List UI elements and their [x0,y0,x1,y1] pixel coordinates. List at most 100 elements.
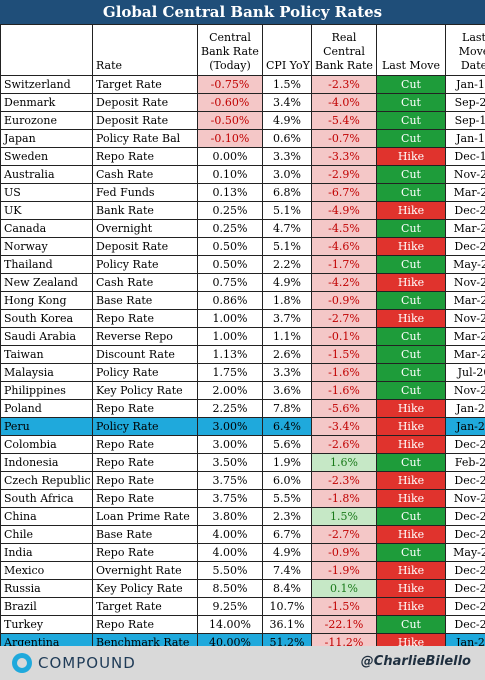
cell-real-rate: -2.7% [311,309,377,328]
cell-real-rate: -5.4% [311,111,377,130]
table-row: Saudi Arabia Reverse Repo 1.00% 1.1% -0.1% Cu… [0,327,485,346]
cell-country: Taiwan [0,345,93,364]
cell-rate-type: Repo Rate [92,399,198,418]
cell-rate-type: Repo Rate [92,309,198,328]
cell-cpi-yoy: 4.9% [262,111,312,130]
cell-rate-type: Overnight [92,219,198,238]
table-row: Czech Republic Repo Rate 3.75% 6.0% -2.3% Hik… [0,471,485,490]
cell-country: Hong Kong [0,291,93,310]
cell-country: Indonesia [0,453,93,472]
cell-country: Turkey [0,615,93,634]
cell-last-move-date: Nov-20 [445,165,485,184]
cell-rate-type: Policy Rate [92,417,198,436]
cell-real-rate: -4.9% [311,201,377,220]
cell-rate-type: Policy Rate [92,363,198,382]
cell-cpi-yoy: 7.4% [262,561,312,580]
cell-country: South Africa [0,489,93,508]
cell-cpi-yoy: 3.7% [262,309,312,328]
table-row: Malaysia Policy Rate 1.75% 3.3% -1.6% Cut Jul-… [0,363,485,382]
table-row: South Africa Repo Rate 3.75% 5.5% -1.8% Hike N… [0,489,485,508]
cell-central-bank-rate: 0.75% [197,273,263,292]
cell-real-rate: -2.7% [311,525,377,544]
cell-country: Sweden [0,147,93,166]
cell-rate-type: Deposit Rate [92,237,198,256]
logo-text: COMPOUND [38,654,136,672]
cell-country: Thailand [0,255,93,274]
cell-country: Czech Republic [0,471,93,490]
cell-real-rate: -6.7% [311,183,377,202]
cell-last-move: Cut [376,255,446,274]
cell-central-bank-rate: 0.10% [197,165,263,184]
cell-central-bank-rate: 2.00% [197,381,263,400]
cell-country: US [0,183,93,202]
footer: COMPOUND @CharlieBilello [0,646,485,680]
cell-central-bank-rate: 0.50% [197,255,263,274]
header-rate: Rate [92,24,198,76]
table-body: Switzerland Target Rate -0.75% 1.5% -2.3% Cut… [0,75,485,652]
cell-real-rate: -1.8% [311,489,377,508]
cell-country: Chile [0,525,93,544]
cell-cpi-yoy: 4.7% [262,219,312,238]
cell-cpi-yoy: 6.0% [262,471,312,490]
cell-last-move-date: Jan-16 [445,129,485,148]
cell-cpi-yoy: 6.4% [262,417,312,436]
cell-last-move: Cut [376,543,446,562]
cell-last-move-date: Dec-21 [445,471,485,490]
cell-real-rate: -0.9% [311,291,377,310]
table-row: Russia Key Policy Rate 8.50% 8.4% 0.1% Hike De… [0,579,485,598]
cell-cpi-yoy: 1.5% [262,75,312,94]
cell-real-rate: -1.7% [311,255,377,274]
cell-rate-type: Bank Rate [92,201,198,220]
cell-central-bank-rate: -0.10% [197,129,263,148]
cell-last-move-date: Mar-20 [445,345,485,364]
cell-central-bank-rate: 4.00% [197,525,263,544]
cell-last-move: Hike [376,561,446,580]
cell-last-move-date: Dec-21 [445,561,485,580]
cell-last-move-date: Nov-21 [445,489,485,508]
table-header-row: Rate Central Bank Rate (Today) CPI YoY R… [0,24,485,76]
header-cpi-yoy: CPI YoY [262,24,312,76]
cell-real-rate: -4.5% [311,219,377,238]
cell-real-rate: -2.6% [311,435,377,454]
cell-cpi-yoy: 1.8% [262,291,312,310]
cell-last-move-date: May-20 [445,543,485,562]
cell-country: Japan [0,129,93,148]
cell-last-move: Cut [376,453,446,472]
cell-country: Saudi Arabia [0,327,93,346]
cell-rate-type: Repo Rate [92,147,198,166]
cell-last-move-date: Jan-22 [445,417,485,436]
cell-real-rate: -1.5% [311,345,377,364]
cell-central-bank-rate: 0.13% [197,183,263,202]
cell-last-move: Cut [376,129,446,148]
cell-last-move: Cut [376,291,446,310]
cell-real-rate: -4.2% [311,273,377,292]
cell-real-rate: 0.1% [311,579,377,598]
cell-last-move: Hike [376,489,446,508]
cell-cpi-yoy: 6.7% [262,525,312,544]
cell-country: Denmark [0,93,93,112]
cell-last-move-date: Nov-21 [445,309,485,328]
cell-last-move: Cut [376,507,446,526]
table-row: Norway Deposit Rate 0.50% 5.1% -4.6% Hike Dec-… [0,237,485,256]
cell-rate-type: Target Rate [92,597,198,616]
cell-cpi-yoy: 4.9% [262,543,312,562]
cell-real-rate: -1.9% [311,561,377,580]
cell-cpi-yoy: 5.1% [262,237,312,256]
cell-last-move: Cut [376,219,446,238]
cell-cpi-yoy: 0.6% [262,129,312,148]
cell-real-rate: -2.3% [311,75,377,94]
cell-central-bank-rate: 0.86% [197,291,263,310]
cell-country: New Zealand [0,273,93,292]
cell-country: Russia [0,579,93,598]
cell-cpi-yoy: 4.9% [262,273,312,292]
cell-last-move: Hike [376,597,446,616]
table-row: New Zealand Cash Rate 0.75% 4.9% -4.2% Hike No… [0,273,485,292]
table-row: South Korea Repo Rate 1.00% 3.7% -2.7% Hike No… [0,309,485,328]
cell-central-bank-rate: -0.50% [197,111,263,130]
